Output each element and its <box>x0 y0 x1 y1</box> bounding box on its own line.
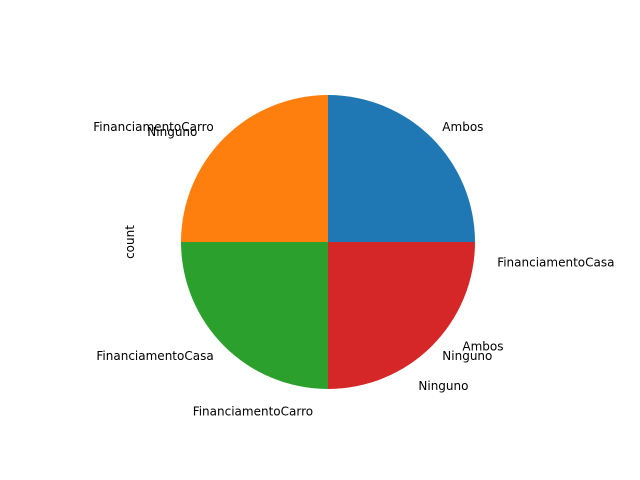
pie-slice <box>328 242 475 389</box>
slice-label: FinanciamentoCarro <box>93 120 213 134</box>
pie-slice <box>181 95 328 242</box>
overlapping-label: Ninguno <box>418 379 468 393</box>
overlapping-label: Ambos <box>462 340 503 354</box>
slice-label: Ninguno <box>442 349 492 363</box>
overlapping-label: FinanciamentoCasa <box>497 255 614 269</box>
overlapping-label: FinanciamentoCarro <box>193 404 313 418</box>
pie-slice <box>181 242 328 389</box>
slice-label: Ambos <box>442 120 483 134</box>
slice-label: FinanciamentoCasa <box>96 349 213 363</box>
pie-labels: Ambos FinanciamentoCarro FinanciamentoCasa… <box>93 120 614 418</box>
overlapping-label: Ninguno <box>147 125 197 139</box>
y-axis-label: count <box>123 225 137 259</box>
pie-slices <box>181 95 475 389</box>
pie-slice <box>328 95 475 242</box>
